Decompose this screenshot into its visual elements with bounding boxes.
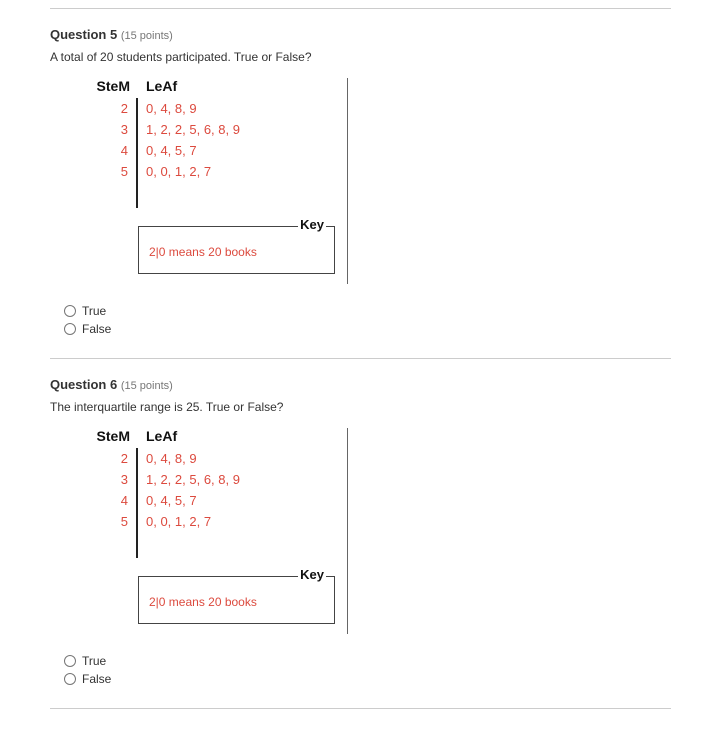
key-box: Key 2|0 means 20 books [138, 576, 335, 624]
key-label: Key [298, 217, 326, 232]
stem-leaf-plot: SteM LeAf 2 3 4 5 0, 4, 8, 9 1, 2, 2, 5,… [78, 78, 348, 284]
question-number: Question 5 [50, 27, 117, 42]
stem-column: 2 3 4 5 [78, 448, 138, 558]
leaf-values: 0, 0, 1, 2, 7 [146, 161, 240, 182]
stem-value: 5 [78, 511, 128, 532]
option-false[interactable]: False [64, 320, 671, 338]
stem-value: 3 [78, 119, 128, 140]
stem-header: SteM [78, 428, 138, 444]
key-text: 2|0 means 20 books [149, 245, 324, 259]
option-true[interactable]: True [64, 652, 671, 670]
radio-false[interactable] [64, 673, 76, 685]
divider-mid [50, 358, 671, 359]
answer-options: True False [64, 652, 671, 688]
stem-value: 4 [78, 140, 128, 161]
stem-value: 2 [78, 98, 128, 119]
divider-top [50, 8, 671, 9]
stem-value: 2 [78, 448, 128, 469]
leaf-values: 0, 4, 5, 7 [146, 490, 240, 511]
question-points: (15 points) [121, 380, 173, 392]
question-title: Question 6 (15 points) [50, 377, 671, 392]
key-label: Key [298, 567, 326, 582]
stem-leaf-plot: SteM LeAf 2 3 4 5 0, 4, 8, 9 1, 2, 2, 5,… [78, 428, 348, 634]
stem-value: 3 [78, 469, 128, 490]
leaf-values: 1, 2, 2, 5, 6, 8, 9 [146, 469, 240, 490]
leaf-column: 0, 4, 8, 9 1, 2, 2, 5, 6, 8, 9 0, 4, 5, … [138, 98, 240, 208]
option-true-label: True [82, 302, 106, 320]
radio-true[interactable] [64, 305, 76, 317]
leaf-values: 0, 4, 8, 9 [146, 98, 240, 119]
question-5: Question 5 (15 points) A total of 20 stu… [50, 27, 671, 338]
leaf-values: 0, 0, 1, 2, 7 [146, 511, 240, 532]
key-box: Key 2|0 means 20 books [138, 226, 335, 274]
option-true[interactable]: True [64, 302, 671, 320]
question-points: (15 points) [121, 30, 173, 42]
option-false-label: False [82, 320, 111, 338]
option-false[interactable]: False [64, 670, 671, 688]
stem-column: 2 3 4 5 [78, 98, 138, 208]
question-prompt: The interquartile range is 25. True or F… [50, 400, 671, 414]
leaf-header: LeAf [138, 78, 177, 94]
leaf-header: LeAf [138, 428, 177, 444]
question-prompt: A total of 20 students participated. Tru… [50, 50, 671, 64]
plot-header: SteM LeAf [78, 428, 347, 444]
key-text: 2|0 means 20 books [149, 595, 324, 609]
option-false-label: False [82, 670, 111, 688]
radio-false[interactable] [64, 323, 76, 335]
question-number: Question 6 [50, 377, 117, 392]
stem-value: 5 [78, 161, 128, 182]
leaf-column: 0, 4, 8, 9 1, 2, 2, 5, 6, 8, 9 0, 4, 5, … [138, 448, 240, 558]
stem-header: SteM [78, 78, 138, 94]
question-title: Question 5 (15 points) [50, 27, 671, 42]
stem-value: 4 [78, 490, 128, 511]
leaf-values: 0, 4, 8, 9 [146, 448, 240, 469]
plot-header: SteM LeAf [78, 78, 347, 94]
divider-bottom [50, 708, 671, 709]
leaf-values: 1, 2, 2, 5, 6, 8, 9 [146, 119, 240, 140]
option-true-label: True [82, 652, 106, 670]
question-6: Question 6 (15 points) The interquartile… [50, 377, 671, 688]
answer-options: True False [64, 302, 671, 338]
leaf-values: 0, 4, 5, 7 [146, 140, 240, 161]
radio-true[interactable] [64, 655, 76, 667]
